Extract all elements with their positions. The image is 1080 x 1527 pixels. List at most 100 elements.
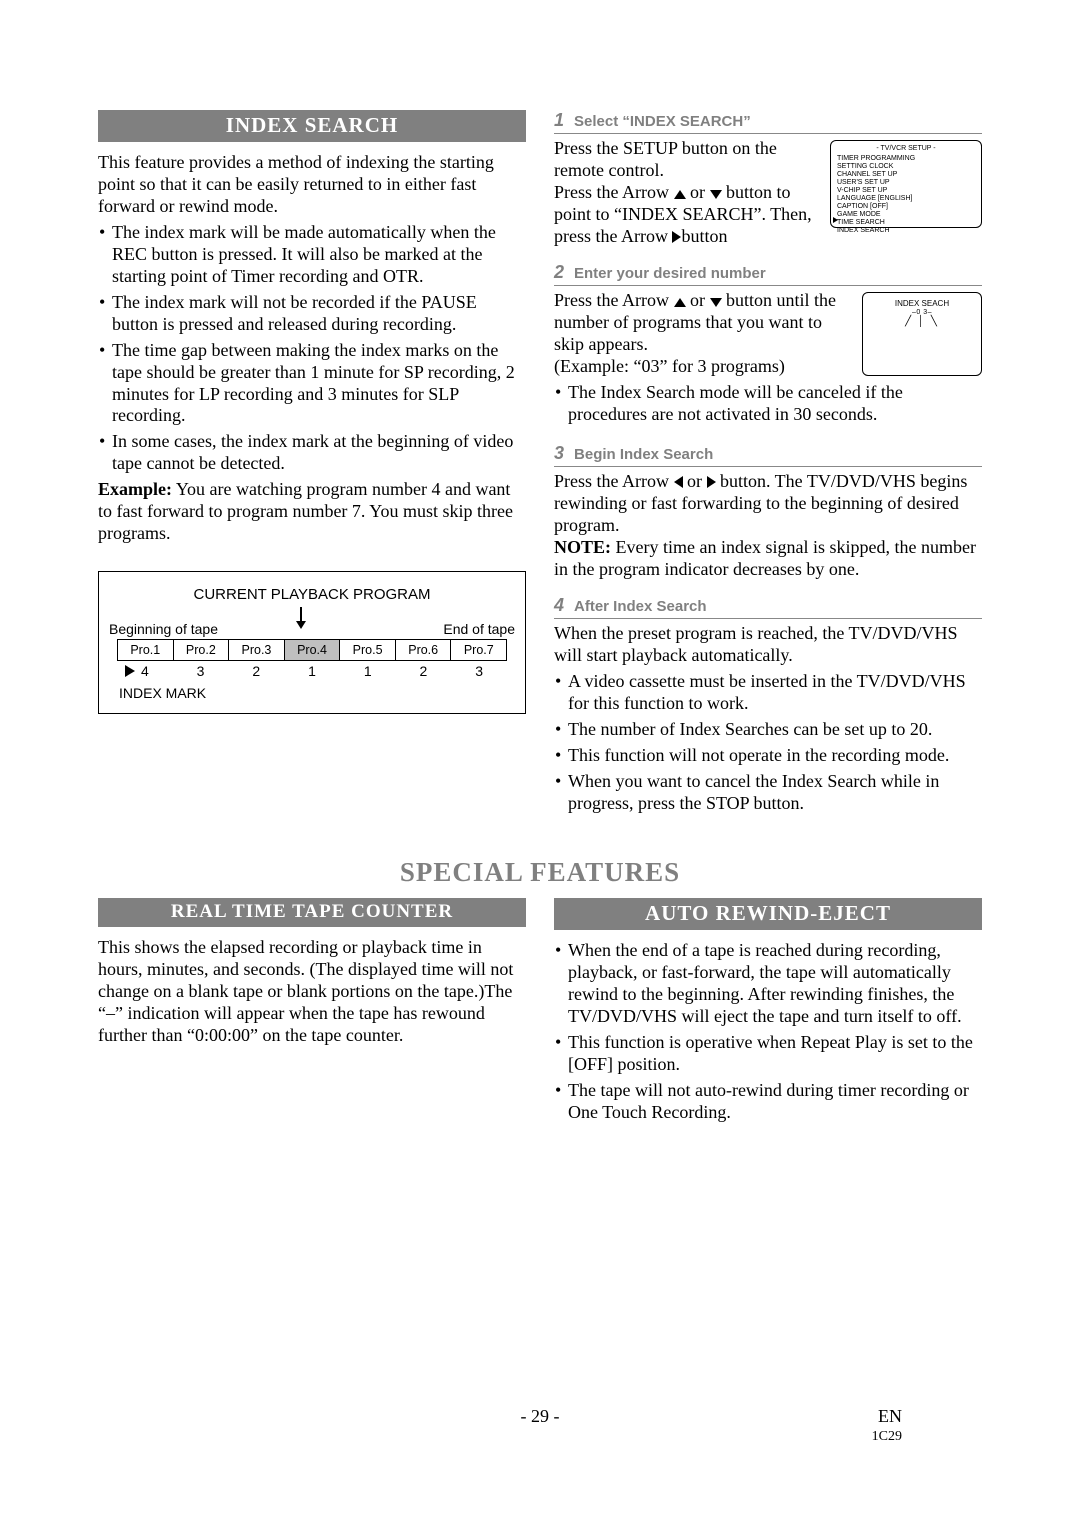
diagram-title: CURRENT PLAYBACK PROGRAM — [109, 586, 515, 603]
step-4-header: 4 After Index Search — [554, 595, 982, 619]
step-1-line1: Press the SETUP button on the remote con… — [554, 138, 777, 180]
osd-index-arrows: ╱ │ ╲ — [869, 316, 975, 328]
step-number: 2 — [554, 262, 564, 282]
osd-menu-title: - TV/VCR SETUP - — [837, 145, 975, 153]
step-2-body: INDEX SEACH –0 3– ╱ │ ╲ Press the Arrow … — [554, 290, 982, 430]
osd-menu-box: - TV/VCR SETUP - TIMER PROGRAMMINGSETTIN… — [830, 140, 982, 228]
osd-index-box: INDEX SEACH –0 3– ╱ │ ╲ — [862, 292, 982, 376]
manual-page: INDEX SEARCH This feature provides a met… — [0, 0, 1080, 1168]
language-code: EN — [878, 1406, 902, 1427]
top-two-columns: INDEX SEARCH This feature provides a met… — [98, 110, 982, 819]
special-features-title: SPECIAL FEATURES — [98, 857, 982, 888]
list-item: The number of Index Searches can be set … — [554, 719, 982, 741]
end-of-tape-label: End of tape — [443, 621, 515, 637]
step-number: 3 — [554, 443, 564, 463]
skip-count: 3 — [173, 663, 229, 679]
step-1-line2a: Press the Arrow — [554, 182, 674, 202]
program-row: Pro.1Pro.2Pro.3Pro.4Pro.5Pro.6Pro.7 — [117, 639, 507, 661]
rttc-bar: REAL TIME TAPE COUNTER — [98, 898, 526, 927]
arrow-down-icon — [710, 190, 722, 199]
step-3-line1a: Press the Arrow — [554, 471, 674, 491]
osd-index-header: INDEX SEACH — [869, 299, 975, 308]
step-title: After Index Search — [574, 598, 707, 615]
step-3-line1b: or — [683, 471, 707, 491]
skip-count: 1 — [284, 663, 340, 679]
arrow-left-icon — [674, 476, 683, 488]
index-mark-label: INDEX MARK — [119, 685, 515, 701]
example-label: Example: — [98, 479, 172, 499]
are-bar: AUTO REWIND-EJECT — [554, 898, 982, 930]
skip-count: 1 — [340, 663, 396, 679]
arrow-up-icon — [674, 298, 686, 307]
program-cell: Pro.4 — [285, 640, 341, 660]
note-label: NOTE: — [554, 537, 611, 557]
step-1-line2b: or — [686, 182, 710, 202]
step-2-line1b: or — [686, 290, 710, 310]
are-bullets: When the end of a tape is reached during… — [554, 940, 982, 1124]
step-1-line2d: button — [681, 226, 727, 246]
step-2-line2: (Example: “03” for 3 programs) — [554, 356, 785, 376]
step-2-header: 2 Enter your desired number — [554, 262, 982, 286]
list-item: In some cases, the index mark at the beg… — [98, 431, 526, 475]
note-text: Every time an index signal is skipped, t… — [554, 537, 976, 579]
list-item: When the end of a tape is reached during… — [554, 940, 982, 1028]
list-item: The index mark will be made automaticall… — [98, 222, 526, 288]
left-column: INDEX SEARCH This feature provides a met… — [98, 110, 526, 819]
step-title: Select “INDEX SEARCH” — [574, 113, 751, 130]
program-cell: Pro.7 — [451, 640, 506, 660]
step-title: Enter your desired number — [574, 265, 766, 282]
tape-diagram: CURRENT PLAYBACK PROGRAM Beginning of ta… — [98, 571, 526, 714]
diagram-labels: Beginning of tape End of tape — [109, 621, 515, 637]
osd-menu-item: USER'S SET UP — [837, 179, 975, 187]
pointer-icon — [833, 217, 838, 223]
arrow-up-icon — [674, 190, 686, 199]
are-column: AUTO REWIND-EJECT When the end of a tape… — [554, 898, 982, 1128]
example-paragraph: Example: You are watching program number… — [98, 479, 526, 545]
skip-count: 2 — [396, 663, 452, 679]
program-cell: Pro.6 — [396, 640, 452, 660]
osd-menu-item: V-CHIP SET UP — [837, 187, 975, 195]
page-number: - 29 - — [98, 1406, 982, 1427]
list-item: When you want to cancel the Index Search… — [554, 771, 982, 815]
play-icon — [125, 665, 135, 677]
doc-code: 1C29 — [872, 1429, 902, 1445]
program-cell: Pro.1 — [118, 640, 174, 660]
step-title: Begin Index Search — [574, 446, 713, 463]
arrow-right-icon — [707, 476, 716, 488]
osd-menu-item: TIMER PROGRAMMING — [837, 155, 975, 163]
step-number: 1 — [554, 110, 564, 130]
step-4-bullets: A video cassette must be inserted in the… — [554, 671, 982, 815]
osd-menu-item: INDEX SEARCH — [837, 227, 975, 235]
index-search-bar: INDEX SEARCH — [98, 110, 526, 142]
index-search-intro: This feature provides a method of indexi… — [98, 152, 526, 218]
list-item: The tape will not auto-rewind during tim… — [554, 1080, 982, 1124]
begin-of-tape-label: Beginning of tape — [109, 621, 218, 637]
step-4-line1: When the preset program is reached, the … — [554, 623, 982, 667]
arrow-down-icon — [710, 298, 722, 307]
bottom-two-columns: REAL TIME TAPE COUNTER This shows the el… — [98, 898, 982, 1128]
osd-menu-item: LANGUAGE [ENGLISH] — [837, 195, 975, 203]
osd-menu-item: TIME SEARCH — [837, 219, 975, 227]
index-search-bullets: The index mark will be made automaticall… — [98, 222, 526, 475]
step-1-header: 1 Select “INDEX SEARCH” — [554, 110, 982, 134]
program-cell: Pro.5 — [340, 640, 396, 660]
list-item: This function will not operate in the re… — [554, 745, 982, 767]
rttc-text: This shows the elapsed recording or play… — [98, 937, 526, 1047]
step-number: 4 — [554, 595, 564, 615]
step-1-body: - TV/VCR SETUP - TIMER PROGRAMMINGSETTIN… — [554, 138, 982, 248]
osd-menu-item: CHANNEL SET UP — [837, 171, 975, 179]
step-2-line1a: Press the Arrow — [554, 290, 674, 310]
list-item: The index mark will not be recorded if t… — [98, 292, 526, 336]
skip-count-row: 4321123 — [117, 663, 507, 679]
list-item: This function is operative when Repeat P… — [554, 1032, 982, 1076]
page-footer: - 29 - EN 1C29 — [98, 1406, 982, 1427]
program-cell: Pro.2 — [174, 640, 230, 660]
right-column: 1 Select “INDEX SEARCH” - TV/VCR SETUP -… — [554, 110, 982, 819]
program-cell: Pro.3 — [229, 640, 285, 660]
osd-menu-item: CAPTION [OFF] — [837, 203, 975, 211]
skip-count: 3 — [451, 663, 507, 679]
step-3-body: Press the Arrow or button. The TV/DVD/VH… — [554, 471, 982, 581]
rttc-column: REAL TIME TAPE COUNTER This shows the el… — [98, 898, 526, 1128]
list-item: A video cassette must be inserted in the… — [554, 671, 982, 715]
osd-menu-item: SETTING CLOCK — [837, 163, 975, 171]
